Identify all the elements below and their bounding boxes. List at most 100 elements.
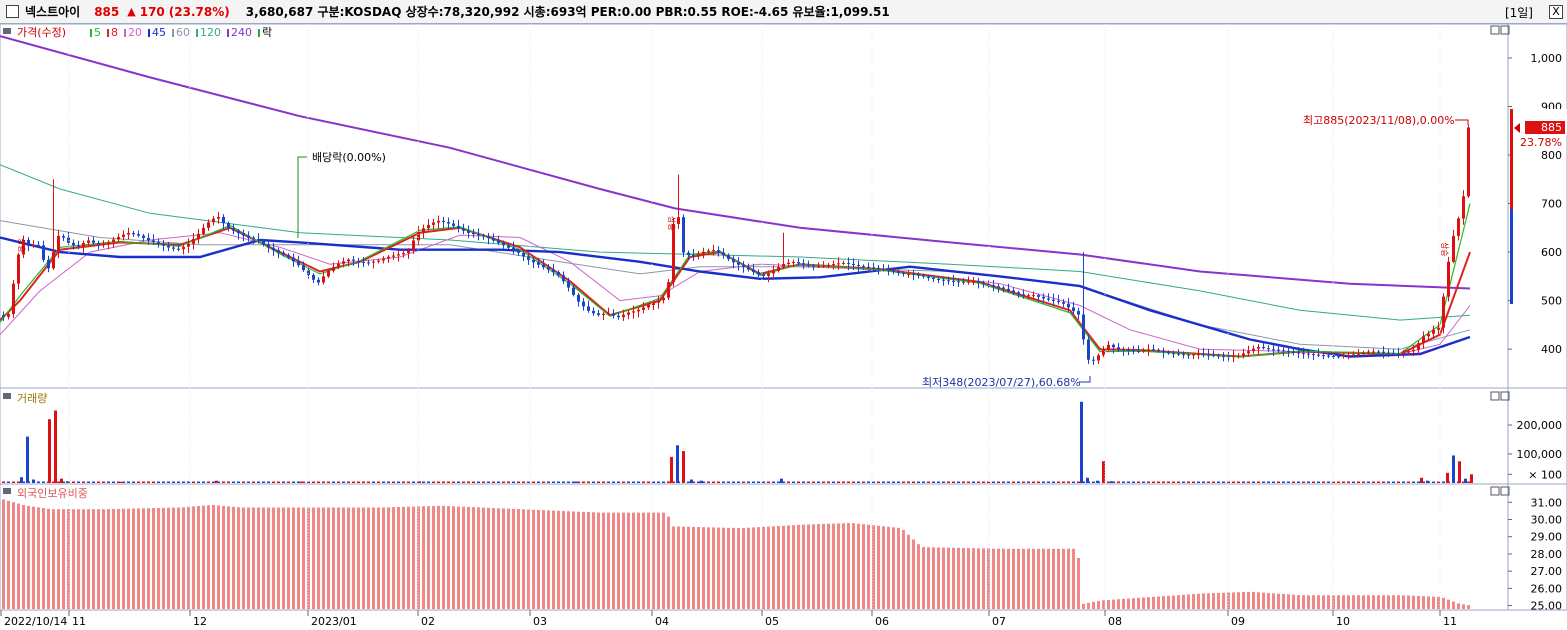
candle-body <box>142 235 145 239</box>
candle-body <box>1167 351 1170 354</box>
volume-bar <box>642 481 645 483</box>
foreign-bar <box>1447 599 1450 609</box>
volume-bar <box>877 481 880 483</box>
candle-body <box>72 242 75 246</box>
legend-ma-marker <box>172 29 174 37</box>
volume-title: 거래량 <box>17 392 47 405</box>
foreign-bar <box>577 511 580 609</box>
candle-body <box>872 267 875 269</box>
foreign-bar <box>362 507 365 609</box>
volume-bar <box>247 481 250 483</box>
candle-body <box>637 309 640 312</box>
candle-body <box>247 235 250 238</box>
panel-buttons[interactable] <box>1490 25 1510 496</box>
volume-bar <box>1167 481 1170 483</box>
volume-bar <box>822 481 825 483</box>
foreign-bar <box>687 526 690 609</box>
foreign-bar <box>212 505 215 609</box>
stock-info-header: 넥스트아이 885 ▲ 170 (23.78%) 3,680,687 구분:KO… <box>0 0 1567 24</box>
volume-bar <box>1032 481 1035 483</box>
foreign-bar <box>12 502 15 609</box>
candle-body <box>1022 294 1025 296</box>
candle-body <box>402 253 405 255</box>
volume-bar <box>1117 481 1120 483</box>
volume-bar <box>1470 474 1473 483</box>
volume-bar <box>607 481 610 483</box>
candle-body <box>7 313 10 317</box>
candle-body <box>537 262 540 265</box>
volume-bar <box>717 481 720 483</box>
foreign-bar <box>1232 592 1235 609</box>
candle-body <box>652 302 655 306</box>
foreign-bar <box>1242 592 1245 609</box>
volume-bar <box>1037 481 1040 483</box>
foreign-bar <box>302 507 305 609</box>
volume-bar <box>147 481 150 483</box>
volume-bar <box>257 481 260 483</box>
foreign-bar <box>787 525 790 609</box>
volume-bar <box>397 481 400 483</box>
foreign-tick-label: 29.00 <box>1531 531 1563 544</box>
candle-body <box>1467 127 1470 197</box>
select-checkbox[interactable] <box>6 5 19 18</box>
volume-bar <box>197 481 200 483</box>
candle-body <box>1387 352 1390 354</box>
ma-line-20 <box>0 232 1471 355</box>
foreign-bar <box>292 507 295 609</box>
ma-line-60 <box>0 220 1471 350</box>
candle-body <box>1117 347 1120 350</box>
volume-bar <box>337 481 340 483</box>
volume-bar <box>842 481 845 483</box>
legend-drop: 락 <box>262 26 272 39</box>
foreign-bar <box>877 525 880 609</box>
panel-menu-icon[interactable] <box>3 28 11 34</box>
candle-body <box>257 239 260 241</box>
volume-bar <box>127 481 130 483</box>
foreign-bar <box>1167 595 1170 609</box>
foreign-bar <box>1442 597 1445 609</box>
volume-bar <box>267 481 270 483</box>
close-button[interactable]: X <box>1549 5 1563 19</box>
dividend-label: 배당락(0.00%) <box>312 151 386 164</box>
foreign-bar <box>257 507 260 609</box>
foreign-bar <box>1042 548 1045 609</box>
date-axis: 2022/10/14 11 12 2023/01 02 03 04 05 06 07 08 09 10 1… <box>0 24 1457 628</box>
volume-bar <box>412 481 415 483</box>
volume-bar <box>1197 481 1200 483</box>
candle-body <box>837 263 840 265</box>
candle-body <box>1287 351 1290 353</box>
price-tick-label: 1,000 <box>1531 52 1563 65</box>
foreign-bar <box>612 512 615 609</box>
stock-chart[interactable]: 가격(수정) 5 8 20 45 60 120 240 락 1,000900800700600… <box>0 24 1567 630</box>
candle-body <box>1132 350 1135 352</box>
candle-body <box>937 278 940 280</box>
foreign-bar <box>707 527 710 609</box>
candle-body <box>32 244 35 247</box>
candle-body <box>1377 351 1380 353</box>
volume-bar <box>1407 481 1410 483</box>
volume-bar <box>1007 481 1010 483</box>
foreign-bar <box>307 507 310 609</box>
volume-bar <box>1207 481 1210 483</box>
volume-bar <box>217 481 220 483</box>
price-tag-value: 885 <box>1541 121 1562 134</box>
foreign-bar <box>462 506 465 609</box>
period-selector[interactable]: [1일] <box>1504 6 1533 20</box>
price-tick-label: 400 <box>1541 343 1562 356</box>
volume-bar <box>537 481 540 483</box>
foreign-bar <box>562 511 565 609</box>
foreign-bar <box>587 512 590 609</box>
low-annotation: 최저348(2023/07/27),60.68% <box>922 376 1091 389</box>
candle-body <box>147 238 150 241</box>
foreign-bar <box>427 506 430 609</box>
candle-body <box>1457 218 1460 236</box>
candle-body <box>1407 351 1410 353</box>
candle-body <box>42 245 45 260</box>
volume-bar <box>1017 481 1020 483</box>
foreign-bar <box>1432 596 1435 609</box>
candle-body <box>1262 346 1265 349</box>
foreign-bar <box>847 523 850 609</box>
volume-bar <box>707 481 710 483</box>
volume-tick-label: × 100 <box>1528 468 1562 481</box>
candle-body <box>37 244 40 246</box>
